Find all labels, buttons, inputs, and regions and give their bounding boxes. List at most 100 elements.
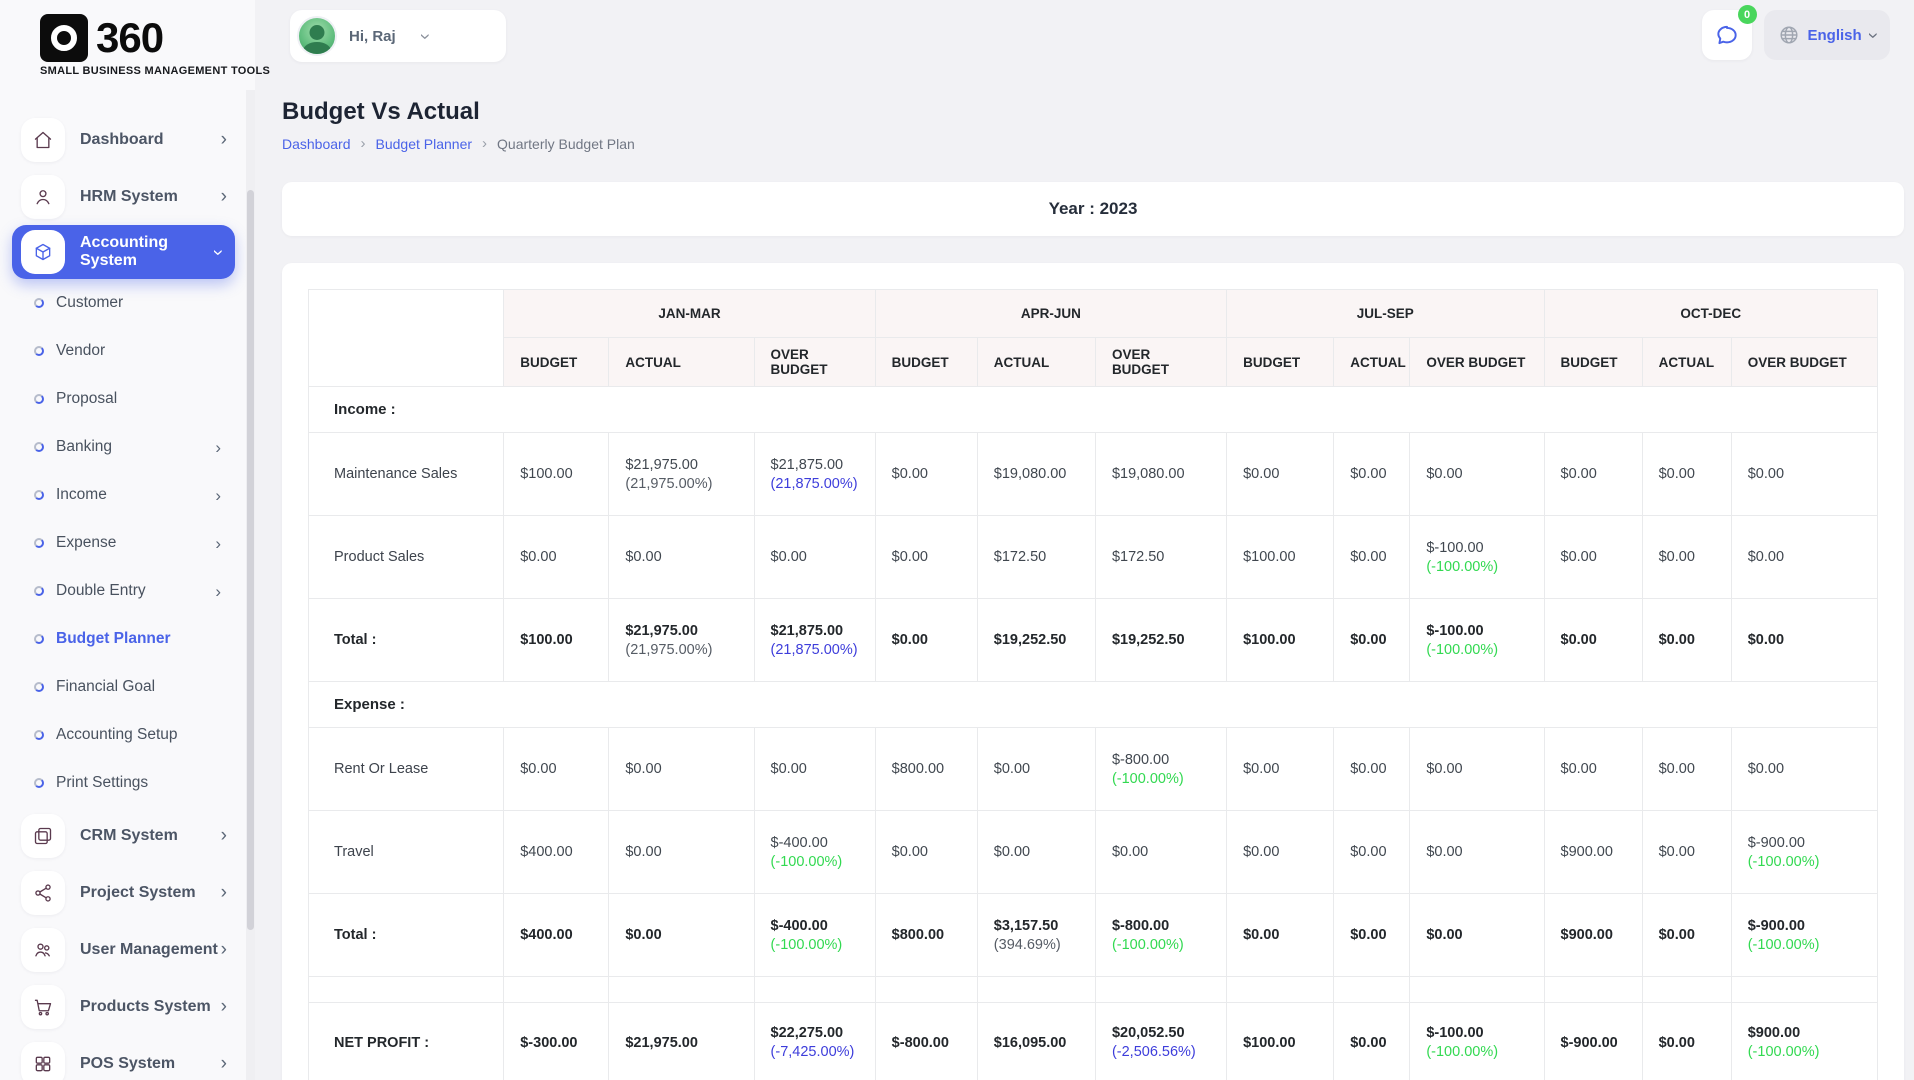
row-label: Total : bbox=[307, 893, 505, 977]
cell: $-400.00 (-100.00%) bbox=[753, 893, 876, 977]
cell: $-900.00 (-100.00%) bbox=[1730, 893, 1879, 977]
sidebar-subitem-vendor[interactable]: Vendor bbox=[0, 327, 255, 375]
sidebar-item-crm-system[interactable]: CRM System bbox=[0, 807, 255, 864]
cell: $400.00 bbox=[503, 893, 610, 977]
row-label: Travel bbox=[307, 810, 505, 894]
cell: $0.00 bbox=[753, 727, 876, 811]
notification-badge: 0 bbox=[1737, 5, 1757, 24]
sidebar-subitem-customer[interactable]: Customer bbox=[0, 279, 255, 327]
sidebar-subitem-label: Income bbox=[56, 486, 107, 503]
sidebar-subitem-budget-planner[interactable]: Budget Planner bbox=[0, 615, 255, 663]
bullet-icon bbox=[34, 778, 44, 788]
home-icon bbox=[21, 117, 65, 162]
sidebar-scrollbar-thumb[interactable] bbox=[247, 190, 254, 930]
measure-header-budget: BUDGET bbox=[1226, 337, 1335, 387]
users-icon bbox=[21, 927, 65, 972]
cell: $0.00 bbox=[1641, 598, 1732, 682]
cell: $-400.00 (-100.00%) bbox=[753, 810, 876, 894]
table-row-total: Total : $400.00 $0.00 $-400.00 (-100.00%) $8… bbox=[307, 893, 1879, 977]
cell: $-800.00 bbox=[874, 1002, 978, 1080]
row-label: NET PROFIT : bbox=[307, 1002, 505, 1080]
sidebar-subitem-expense[interactable]: Expense bbox=[0, 519, 255, 567]
sidebar-scrollbar[interactable] bbox=[246, 90, 255, 1080]
cell: $-900.00 bbox=[1543, 1002, 1643, 1080]
cell: $0.00 bbox=[608, 810, 755, 894]
cell: $-300.00 bbox=[503, 1002, 610, 1080]
year-label: Year : 2023 bbox=[1048, 199, 1138, 218]
measure-header-actual: ACTUAL bbox=[1641, 337, 1732, 387]
sidebar-subitem-proposal[interactable]: Proposal bbox=[0, 375, 255, 423]
bullet-icon bbox=[34, 634, 44, 644]
sidebar-subitem-financial-goal[interactable]: Financial Goal bbox=[0, 663, 255, 711]
language-selector[interactable]: English bbox=[1763, 10, 1890, 60]
sidebar-item-label: CRM System bbox=[80, 826, 178, 844]
breadcrumb-link-budget-planner[interactable]: Budget Planner bbox=[375, 135, 473, 152]
globe-icon bbox=[1779, 26, 1798, 44]
measure-header-budget: BUDGET bbox=[874, 337, 978, 387]
user-icon bbox=[21, 174, 65, 219]
cell: $0.00 bbox=[874, 515, 978, 599]
quarter-header-jan-mar: JAN-MAR bbox=[503, 289, 876, 338]
sidebar-subitem-print-settings[interactable]: Print Settings bbox=[0, 759, 255, 807]
cell: $0.00 bbox=[1333, 810, 1411, 894]
sidebar-item-accounting-system[interactable]: Accounting System bbox=[12, 225, 235, 279]
chevron-right-icon bbox=[221, 1054, 227, 1073]
cell: $0.00 bbox=[1409, 893, 1545, 977]
quarter-header-row: JAN-MAR APR-JUN JUL-SEP OCT-DEC bbox=[307, 289, 1878, 387]
bullet-icon bbox=[34, 442, 44, 452]
measure-header-row: BUDGET ACTUAL OVER BUDGET BUDGET ACTUAL OVER … bbox=[309, 337, 1879, 387]
bullet-icon bbox=[34, 682, 44, 692]
cell: $19,080.00 bbox=[976, 432, 1096, 516]
cell: $19,252.50 bbox=[976, 598, 1096, 682]
chat-icon bbox=[1716, 25, 1737, 45]
cell: $0.00 bbox=[608, 515, 755, 599]
chevron-right-icon bbox=[221, 187, 227, 206]
sidebar-item-products-system[interactable]: Products System bbox=[0, 978, 255, 1035]
cell: $0.00 bbox=[753, 515, 876, 599]
bullet-icon bbox=[34, 346, 44, 356]
cell: $0.00 bbox=[1641, 727, 1732, 811]
bullet-icon bbox=[34, 730, 44, 740]
cell: $0.00 bbox=[1641, 1002, 1732, 1080]
cell: $0.00 bbox=[1730, 432, 1879, 516]
cell: $0.00 bbox=[503, 515, 610, 599]
sidebar-item-pos-system[interactable]: POS System bbox=[0, 1035, 255, 1080]
quarter-header-oct-dec: OCT-DEC bbox=[1543, 289, 1878, 338]
sidebar-item-dashboard[interactable]: Dashboard bbox=[0, 111, 255, 168]
sidebar-subitem-accounting-setup[interactable]: Accounting Setup bbox=[0, 711, 255, 759]
user-menu[interactable]: Hi, Raj bbox=[290, 10, 506, 62]
quarter-header-apr-jun: APR-JUN bbox=[874, 289, 1228, 338]
breadcrumb: Dashboard › Budget Planner › Quarterly B… bbox=[282, 135, 635, 152]
table-row-total: Total : $100.00 $21,975.00 (21,975.00%) $21… bbox=[307, 598, 1879, 682]
sidebar-item-project-system[interactable]: Project System bbox=[0, 864, 255, 921]
cell: $100.00 bbox=[1226, 598, 1335, 682]
table-row-net-profit: NET PROFIT : $-300.00 $21,975.00 $22,275.0… bbox=[307, 1002, 1879, 1080]
bullet-icon bbox=[34, 586, 44, 596]
chevron-right-icon bbox=[215, 487, 221, 504]
cell: $0.00 bbox=[1226, 810, 1335, 894]
measure-header-actual: ACTUAL bbox=[1333, 337, 1411, 387]
grid-icon bbox=[21, 1041, 65, 1080]
cell: $-800.00 (-100.00%) bbox=[1094, 893, 1228, 977]
cell: $22,275.00 (-7,425.00%) bbox=[753, 1002, 876, 1080]
brand-logo[interactable]: 360 SMALL BUSINESS MANAGEMENT TOOLS bbox=[0, 0, 270, 77]
sidebar-subitem-label: Vendor bbox=[56, 342, 106, 359]
sidebar-item-user-management[interactable]: User Management bbox=[0, 921, 255, 978]
sidebar-item-hrm-system[interactable]: HRM System bbox=[0, 168, 255, 225]
cell: $0.00 bbox=[976, 727, 1096, 811]
breadcrumb-separator: › bbox=[360, 135, 366, 152]
cell: $0.00 bbox=[1094, 810, 1228, 894]
brand-name: 360 bbox=[96, 14, 164, 61]
cell: $-100.00 (-100.00%) bbox=[1409, 1002, 1545, 1080]
row-label: Product Sales bbox=[307, 515, 505, 599]
messages-button[interactable]: 0 bbox=[1701, 5, 1757, 60]
sidebar-subitem-income[interactable]: Income bbox=[0, 471, 255, 519]
cell: $0.00 bbox=[1543, 515, 1643, 599]
sidebar-item-label: User Management bbox=[80, 940, 218, 958]
sidebar-subitem-banking[interactable]: Banking bbox=[0, 423, 255, 471]
sidebar-item-label: POS System bbox=[80, 1054, 176, 1072]
cell: $0.00 bbox=[608, 727, 755, 811]
breadcrumb-link-dashboard[interactable]: Dashboard bbox=[282, 135, 351, 152]
cell: $0.00 bbox=[503, 727, 610, 811]
sidebar-subitem-double-entry[interactable]: Double Entry bbox=[0, 567, 255, 615]
